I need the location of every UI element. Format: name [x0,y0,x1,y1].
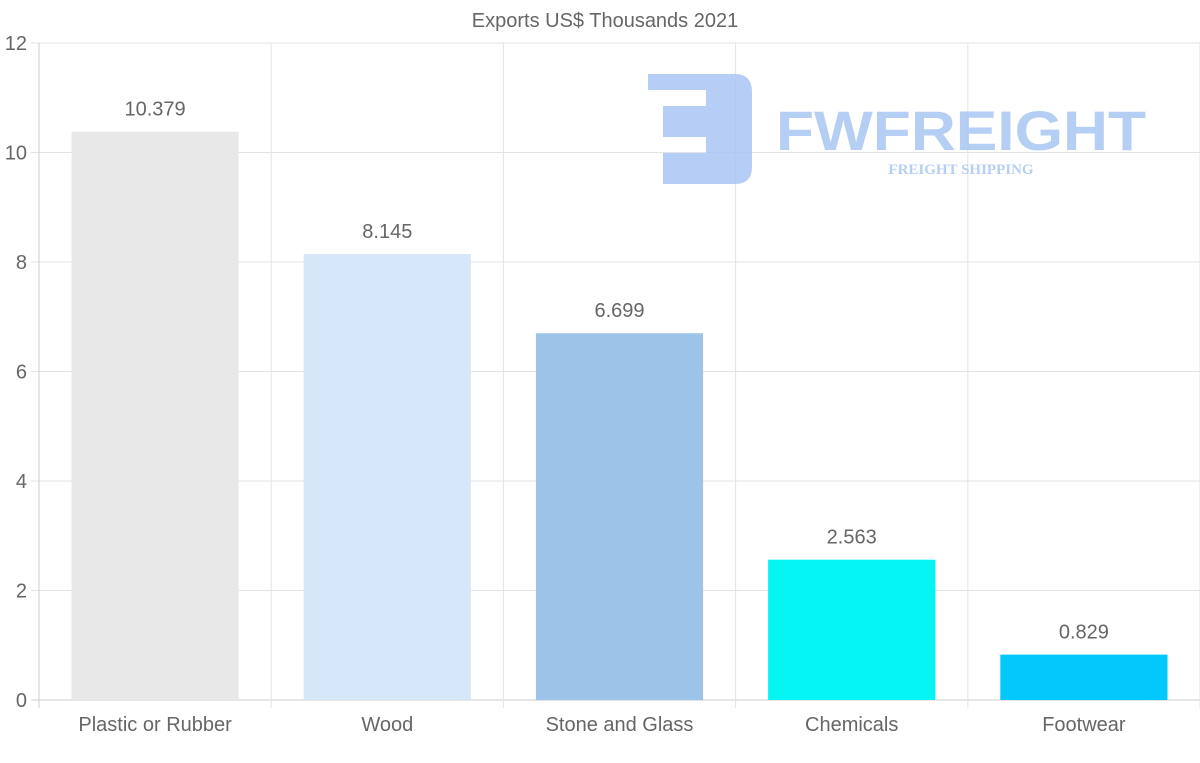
x-tick-label: Footwear [1042,714,1126,736]
bars: 10.379 8.145 6.699 2.563 0.829 [71,99,1168,700]
bar-value-label: 6.699 [594,300,644,322]
logo-mark-icon [648,74,752,184]
y-axis: 0 2 4 6 8 10 12 [5,33,27,712]
y-tick-label: 2 [16,581,27,603]
x-tick-label: Plastic or Rubber [78,714,232,736]
x-tick-label: Stone and Glass [546,714,694,736]
x-axis: Plastic or Rubber Wood Stone and Glass Chem… [78,714,1126,736]
x-tick-label: Wood [361,714,413,736]
bar-chemicals [768,559,936,700]
chart-title: Exports US$ Thousands 2021 [472,10,738,32]
x-tick-label: Chemicals [805,714,898,736]
bar-plastic-or-rubber [71,131,239,700]
fwfreight-logo-watermark: FWFREIGHT FREIGHT SHIPPING [648,74,1146,184]
y-tick-label: 8 [16,252,27,274]
bar-value-label: 8.145 [362,221,412,243]
y-tick-label: 4 [16,471,27,493]
bar-value-label: 2.563 [827,527,877,549]
bar-footwear [1000,654,1168,700]
bar-stone-and-glass [535,333,704,700]
bar-wood [303,254,471,700]
logo-tagline-text: FREIGHT SHIPPING [888,162,1033,178]
bar-value-label: 0.829 [1059,622,1109,644]
y-tick-label: 6 [16,362,27,384]
y-tick-label: 0 [16,690,27,712]
y-tick-label: 12 [5,33,27,55]
bar-value-label: 10.379 [125,99,186,121]
y-tick-label: 10 [5,143,27,165]
logo-brand-text: FWFREIGHT [776,99,1146,162]
